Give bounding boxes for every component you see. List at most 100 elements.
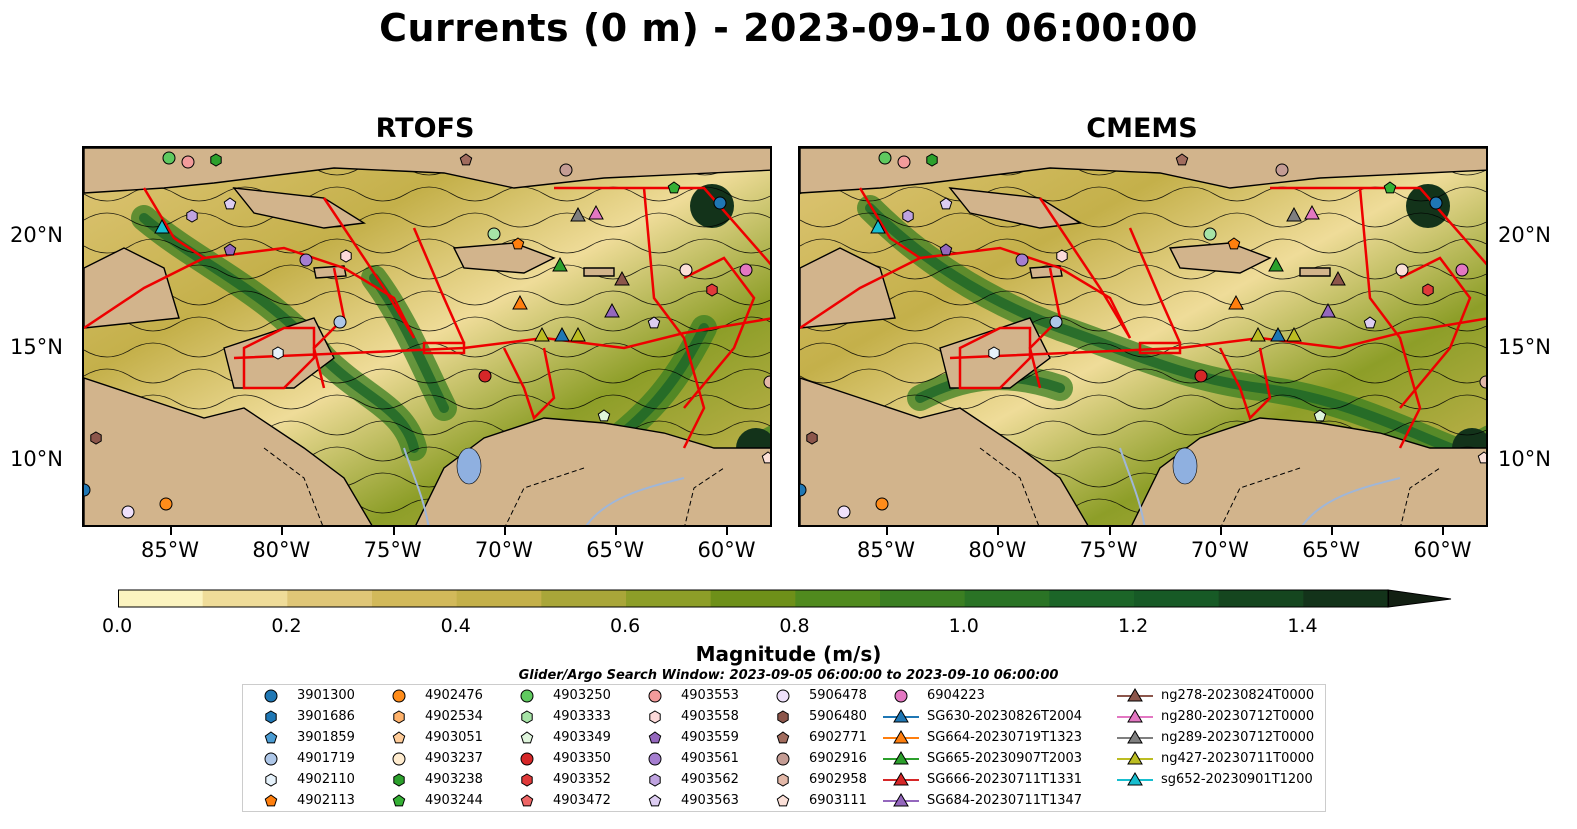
legend-label: SG630-20230826T2004 bbox=[927, 709, 1083, 724]
legend-item: SG630-20230826T2004 bbox=[883, 708, 1113, 726]
latitude-tick-label: 15°N bbox=[1498, 334, 1551, 359]
legend-label: 4903562 bbox=[681, 772, 739, 787]
legend-marker-icon bbox=[392, 794, 406, 807]
colorbar-title: Magnitude (m/s) bbox=[695, 642, 882, 666]
legend-marker-icon bbox=[883, 730, 919, 744]
argo-float-marker bbox=[1015, 253, 1029, 267]
legend-label: 4903559 bbox=[681, 730, 739, 745]
legend-label: 4902476 bbox=[425, 688, 483, 703]
argo-float-marker bbox=[679, 263, 693, 277]
glider-marker bbox=[604, 302, 620, 318]
legend-item: 6902771 bbox=[765, 729, 995, 747]
colorbar-segment bbox=[710, 590, 796, 607]
legend-label: 4903349 bbox=[553, 730, 611, 745]
argo-float-marker bbox=[1395, 263, 1409, 277]
argo-float-marker bbox=[478, 369, 492, 383]
legend-item: 4903051 bbox=[381, 729, 611, 747]
legend-marker-icon bbox=[521, 773, 533, 787]
argo-float-marker bbox=[761, 451, 770, 464]
colorbar-tick-label: 0.8 bbox=[779, 615, 810, 637]
legend-item: 4903238 bbox=[381, 771, 611, 789]
legend-item: 4903349 bbox=[509, 729, 739, 747]
argo-float-marker bbox=[459, 153, 473, 166]
legend-marker-icon bbox=[883, 709, 919, 723]
colorbar-tick-label: 0.4 bbox=[440, 615, 471, 637]
argo-float-marker bbox=[186, 209, 198, 223]
argo-float-marker bbox=[1422, 283, 1434, 297]
glider-marker bbox=[512, 294, 528, 310]
longitude-tick-label: 70°W bbox=[474, 538, 533, 562]
legend-label: 4903051 bbox=[425, 730, 483, 745]
legend-label: 4903472 bbox=[553, 793, 611, 808]
longitude-tick-label: 85°W bbox=[857, 538, 916, 562]
longitude-tick bbox=[1219, 527, 1222, 535]
legend-item: 6902958 bbox=[765, 771, 995, 789]
colorbar-segment bbox=[118, 590, 204, 607]
legend-item: SG666-20230711T1331 bbox=[883, 771, 1113, 789]
longitude-tick-label: 80°W bbox=[968, 538, 1027, 562]
legend-label: 4901719 bbox=[297, 751, 355, 766]
glider-marker bbox=[588, 204, 604, 220]
latitude-tick-label: 20°N bbox=[1498, 222, 1551, 247]
glider-marker bbox=[1270, 326, 1286, 342]
legend-item: 3901859 bbox=[253, 729, 483, 747]
legend-label: sg652-20230901T1200 bbox=[1161, 772, 1313, 787]
argo-float-marker bbox=[487, 227, 501, 241]
colorbar-tick-label: 0.6 bbox=[610, 615, 641, 637]
legend-label: SG666-20230711T1331 bbox=[927, 772, 1083, 787]
legend-item: 4903559 bbox=[637, 729, 867, 747]
glider-marker bbox=[552, 256, 568, 272]
legend-marker-icon bbox=[520, 794, 534, 807]
legend-label: 4903333 bbox=[553, 709, 611, 724]
glider-marker bbox=[154, 218, 170, 234]
legend-item: 5906478 bbox=[765, 687, 995, 705]
colorbar-segment bbox=[1303, 590, 1389, 607]
argo-float-marker bbox=[897, 155, 911, 169]
legend-item: 4903352 bbox=[509, 771, 739, 789]
longitude-tick bbox=[392, 527, 395, 535]
legend-label: 4903561 bbox=[681, 751, 739, 766]
cmems-current-map[interactable] bbox=[798, 146, 1488, 527]
argo-float-marker bbox=[647, 316, 661, 329]
argo-float-marker bbox=[878, 151, 892, 165]
glider-marker bbox=[1228, 294, 1244, 310]
legend-item: 4903553 bbox=[637, 687, 867, 705]
colorbar-segment bbox=[1049, 590, 1135, 607]
legend: 3901300 3901686 3901859 4901719 4902110 49021… bbox=[242, 684, 1326, 812]
colorbar-extend-arrow bbox=[1387, 589, 1452, 608]
longitude-tick-label: 75°W bbox=[1079, 538, 1138, 562]
legend-marker-icon bbox=[264, 731, 278, 744]
legend-item: 4903558 bbox=[637, 708, 867, 726]
latitude-tick-label: 15°N bbox=[10, 334, 63, 359]
legend-item: 3901686 bbox=[253, 708, 483, 726]
legend-item: SG665-20230907T2003 bbox=[883, 750, 1113, 768]
legend-item: 4902110 bbox=[253, 771, 483, 789]
argo-float-marker bbox=[1175, 153, 1189, 166]
legend-item: 6903111 bbox=[765, 792, 995, 810]
glider-marker bbox=[1268, 256, 1284, 272]
legend-marker-icon bbox=[777, 773, 789, 787]
glider-marker bbox=[1320, 302, 1336, 318]
colorbar-segment bbox=[202, 590, 288, 607]
argo-float-marker bbox=[988, 346, 1000, 360]
colorbar-tick-label: 1.2 bbox=[1118, 615, 1149, 637]
argo-float-marker bbox=[1363, 316, 1377, 329]
legend-marker-icon bbox=[649, 773, 661, 787]
legend-label: 4903553 bbox=[681, 688, 739, 703]
colorbar-segment bbox=[1134, 590, 1220, 607]
argo-float-marker bbox=[713, 196, 727, 210]
glider-marker bbox=[534, 326, 550, 342]
legend-marker-icon bbox=[1117, 709, 1153, 723]
legend-item: sg652-20230901T1200 bbox=[1117, 771, 1347, 789]
longitude-tick bbox=[281, 527, 284, 535]
argo-float-marker bbox=[1275, 163, 1289, 177]
legend-marker-icon bbox=[776, 794, 790, 807]
colorbar-segment bbox=[964, 590, 1050, 607]
legend-marker-icon bbox=[520, 752, 534, 766]
legend-item: 4903237 bbox=[381, 750, 611, 768]
longitude-tick-label: 65°W bbox=[586, 538, 645, 562]
argo-float-marker bbox=[1194, 369, 1208, 383]
rtofs-current-map[interactable] bbox=[82, 146, 772, 527]
legend-label: 6902771 bbox=[809, 730, 867, 745]
argo-float-marker bbox=[181, 155, 195, 169]
